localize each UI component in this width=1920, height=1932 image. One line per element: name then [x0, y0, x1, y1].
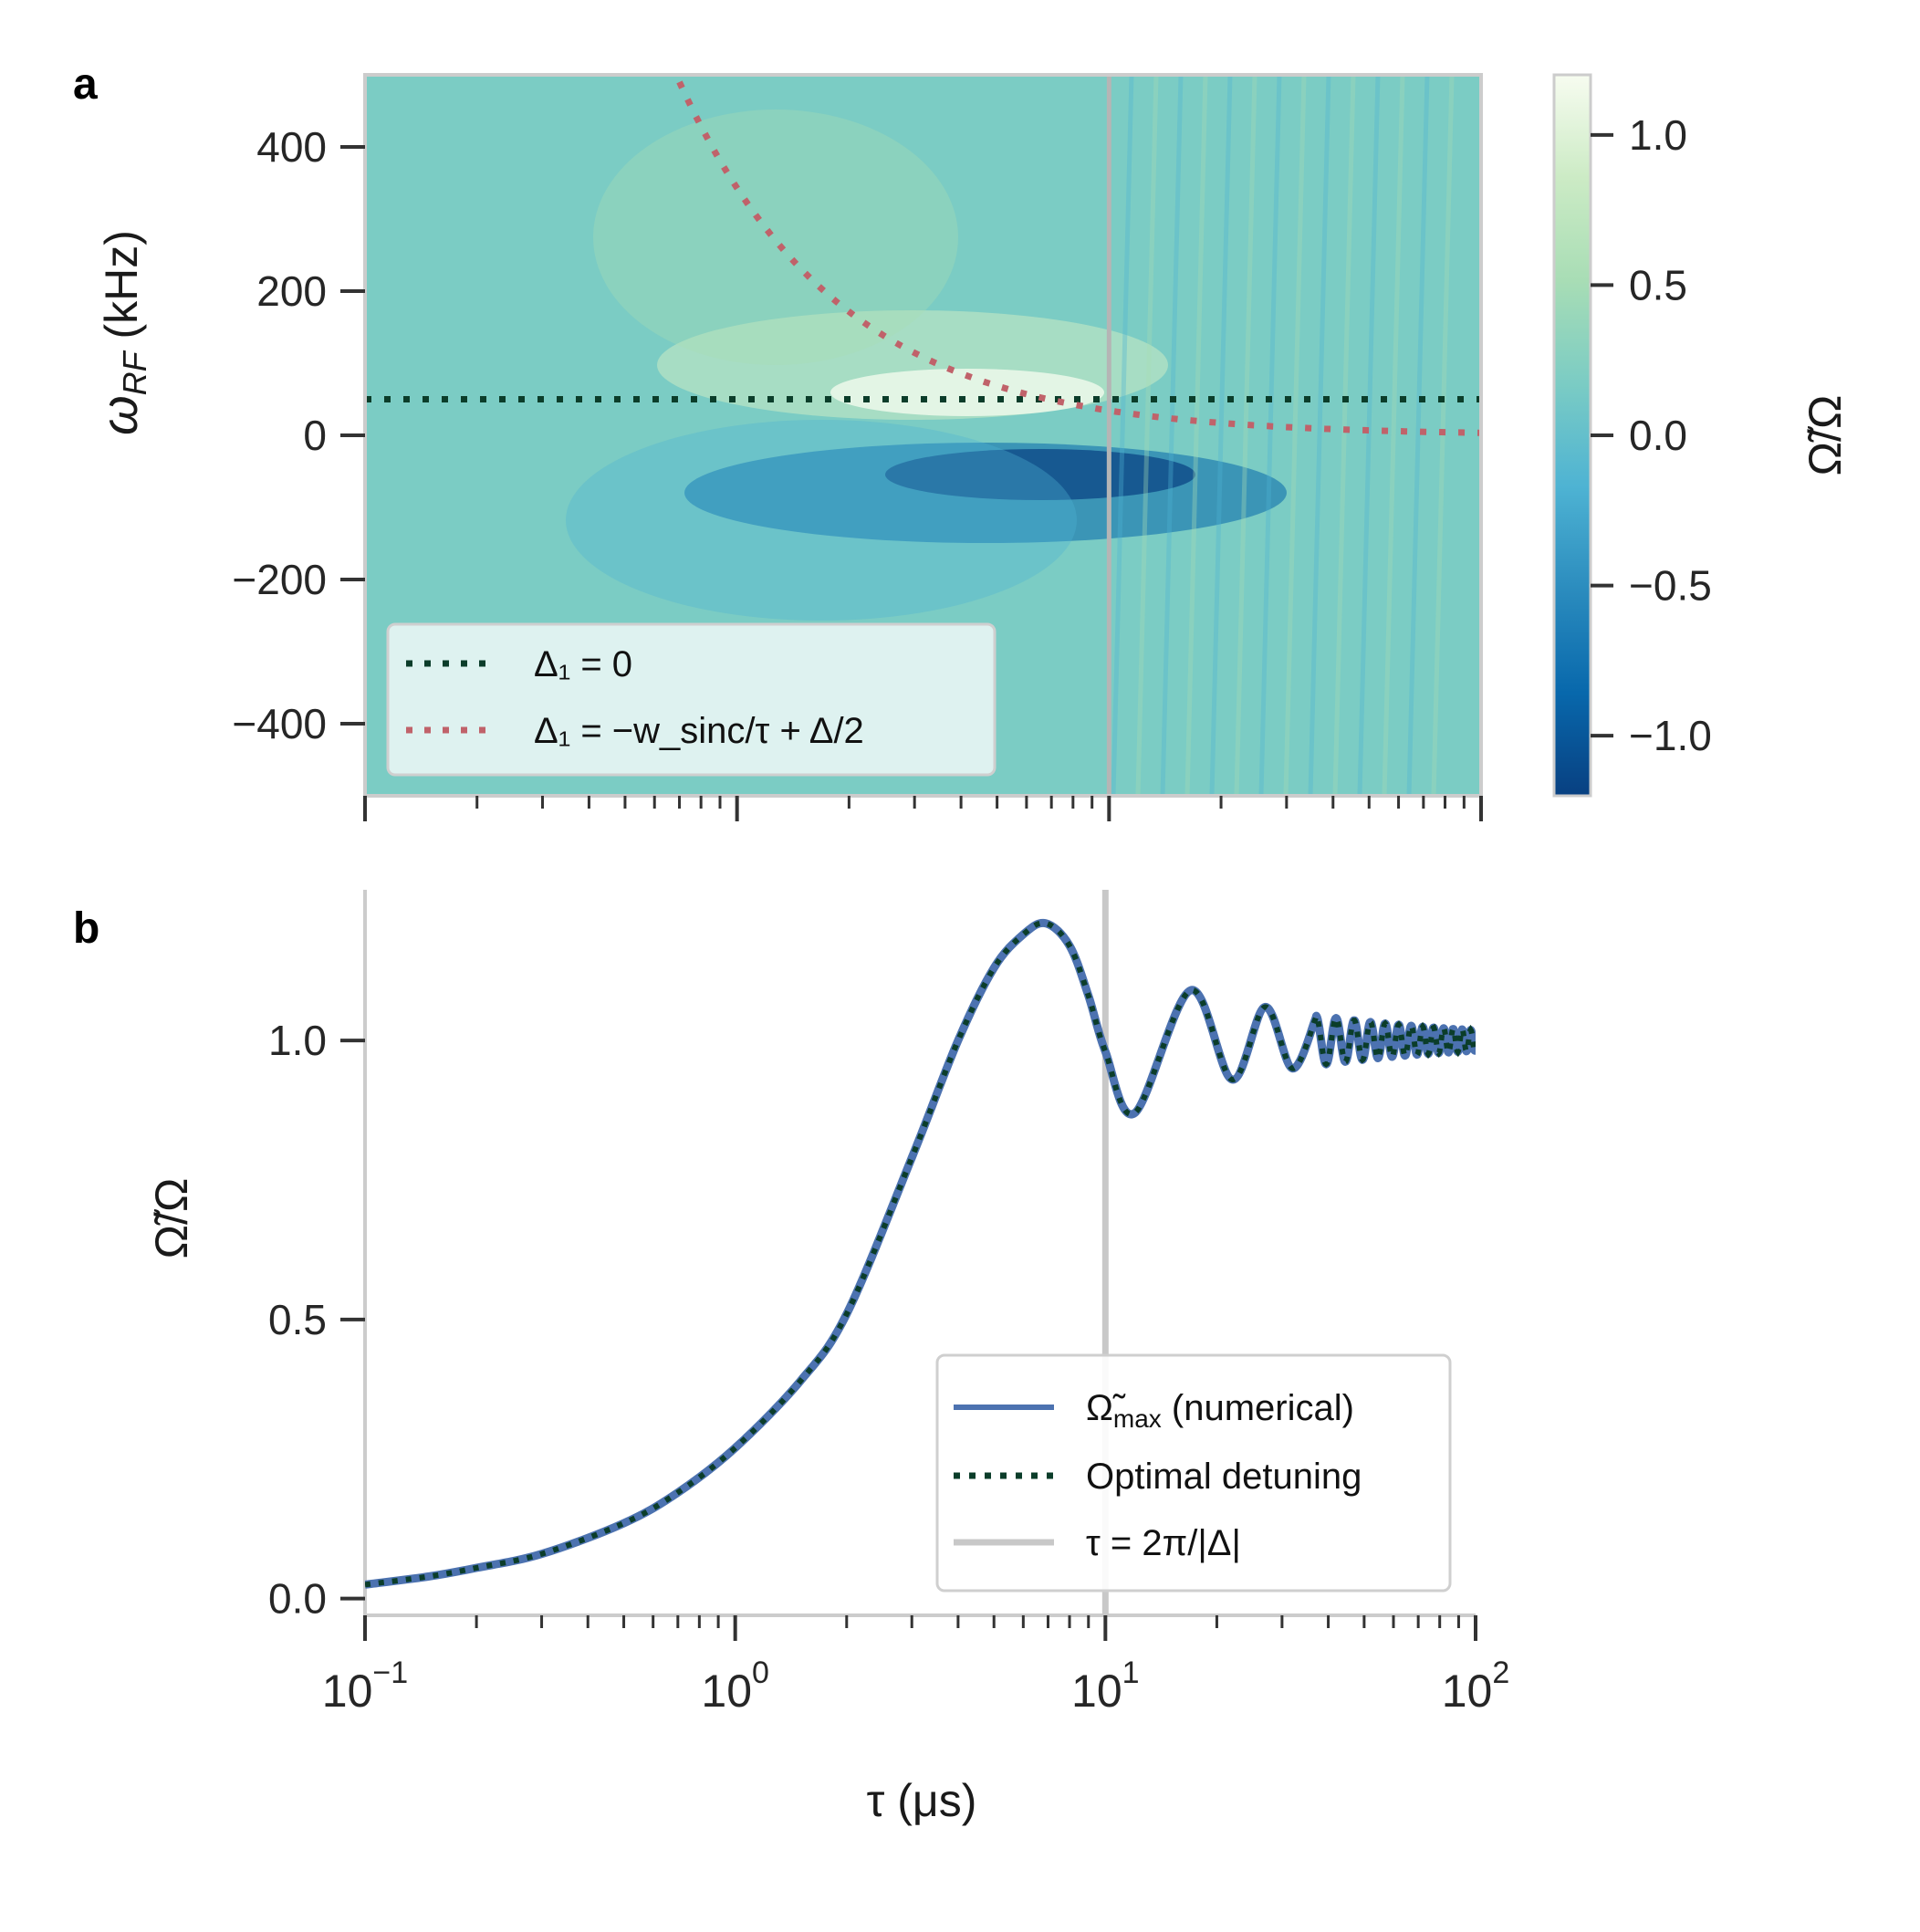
panel-label-b: b — [73, 904, 99, 953]
heatmap-positive-halo — [593, 110, 958, 365]
colorbar-tick-label: 0.0 — [1629, 412, 1687, 459]
legend-label-period: τ = 2π/|Δ| — [1086, 1523, 1241, 1563]
heatmap-fringe — [1308, 75, 1331, 796]
heatmap-yticks: 400 200 0 −200 −400 — [232, 123, 365, 747]
line-legend: Ω̃max (numerical) Optimal detuning τ = 2… — [935, 1353, 1452, 1593]
panel-label-a: a — [73, 60, 98, 109]
heatmap-fringe — [1135, 75, 1159, 796]
heatmap-fringe — [1406, 75, 1430, 796]
legend-label-optimal-detuning: Optimal detuning — [1086, 1457, 1362, 1497]
line-xtick-label: 101 — [1071, 1655, 1140, 1717]
heatmap-legend: Δ₁ = 0 Δ₁ = −w_sinc/τ + Δ/2 — [386, 622, 997, 777]
heatmap-legend-box — [386, 622, 997, 777]
colorbar-tick-label: 0.5 — [1629, 261, 1687, 308]
heatmap-fringe — [1160, 75, 1184, 796]
heatmap-fringe — [1382, 75, 1405, 796]
heatmap-ylabel: ωRF (kHz) — [90, 230, 153, 435]
heatmap-fringe — [1209, 75, 1233, 796]
heatmap-ytick-label: 200 — [256, 267, 327, 315]
line-xtick-label: 100 — [701, 1655, 769, 1717]
series-optimal-detuning — [365, 920, 1476, 1588]
heatmap-ytick-label: 400 — [256, 123, 327, 171]
heatmap-positive-core — [830, 369, 1104, 416]
colorbar: 1.0 0.5 0.0 −0.5 −1.0 Ω̃/Ω — [1552, 73, 1851, 798]
legend-label-delta1-zero: Δ₁ = 0 — [534, 644, 632, 684]
heatmap-fringe — [1283, 75, 1307, 796]
colorbar-label: Ω̃/Ω — [1800, 395, 1851, 476]
colorbar-tick-label: 1.0 — [1629, 111, 1687, 159]
heatmap-fringe — [1111, 75, 1134, 796]
legend-label-delta1-sinc: Δ₁ = −w_sinc/τ + Δ/2 — [534, 711, 864, 751]
line-legend-box — [935, 1353, 1452, 1593]
colorbar-tick-label: −1.0 — [1629, 712, 1712, 759]
colorbar-ticks: 1.0 0.5 0.0 −0.5 −1.0 — [1591, 111, 1712, 759]
line-ylabel: Ω̃/Ω — [146, 1178, 197, 1259]
line-panel: 1.0 0.5 0.0 10−1 100 101 102 Ω̃/Ω τ (μs) Ω̃ma… — [146, 890, 1509, 1826]
line-xtick-label: 102 — [1442, 1655, 1510, 1717]
line-xticks: 10−1 100 101 102 — [322, 1615, 1509, 1717]
series-delta1-sinc — [676, 80, 1481, 436]
heatmap-fringe — [1357, 75, 1381, 796]
colorbar-gradient — [1552, 73, 1592, 798]
heatmap-ytick-label: −400 — [232, 700, 327, 747]
heatmap-fringe — [1184, 75, 1208, 796]
line-yticks: 1.0 0.5 0.0 — [268, 1017, 365, 1623]
heatmap-fringe — [1234, 75, 1257, 796]
heatmap-xticks — [363, 796, 1483, 821]
heatmap-fringe — [1258, 75, 1282, 796]
heatmap-ytick-label: 0 — [303, 412, 327, 459]
heatmap-negative-core — [885, 449, 1195, 500]
line-ytick-label: 1.0 — [268, 1017, 327, 1064]
heatmap-fringe — [1332, 75, 1356, 796]
line-xtick-label: 10−1 — [322, 1655, 408, 1717]
colorbar-tick-label: −0.5 — [1629, 562, 1712, 610]
heatmap-negative-halo — [566, 420, 1077, 621]
line-ytick-label: 0.5 — [268, 1296, 327, 1343]
line-ytick-label: 0.0 — [268, 1575, 327, 1623]
heatmap-panel: 400 200 0 −200 −400 ωRF (kHz) Δ₁ = 0 Δ₁ = −w… — [90, 73, 1851, 821]
line-xlabel: τ (μs) — [867, 1775, 977, 1826]
heatmap-ytick-label: −200 — [232, 556, 327, 603]
heatmap-field — [566, 75, 1455, 796]
